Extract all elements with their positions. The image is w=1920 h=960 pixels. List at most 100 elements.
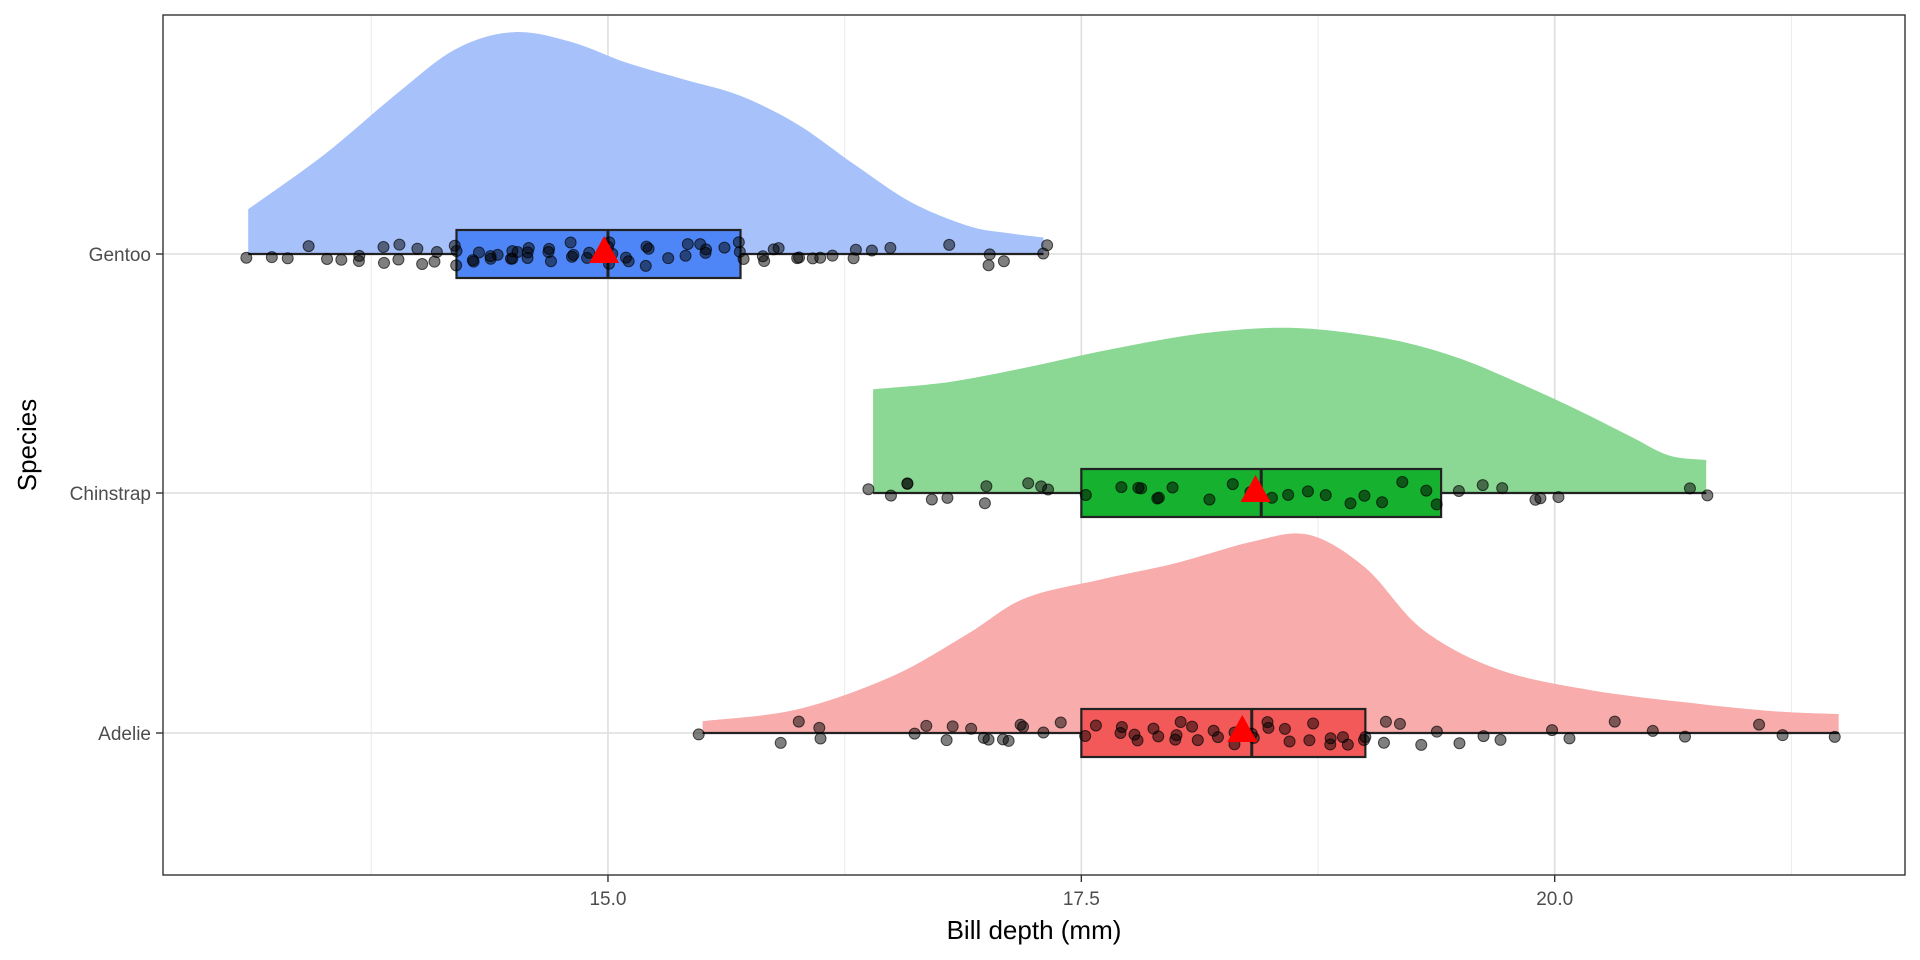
data-point <box>1430 725 1443 738</box>
data-point <box>1147 722 1160 735</box>
data-point <box>321 252 334 265</box>
data-point <box>393 238 406 251</box>
data-point <box>1344 497 1357 510</box>
data-point <box>1054 716 1067 729</box>
data-point <box>1207 724 1220 737</box>
data-point <box>884 241 897 254</box>
data-point <box>997 255 1010 268</box>
data-point <box>884 489 897 502</box>
panel-border <box>162 14 1906 876</box>
data-point <box>1022 477 1035 490</box>
data-point <box>692 728 705 741</box>
data-point <box>1379 715 1392 728</box>
data-point <box>791 252 804 265</box>
data-point <box>467 255 480 268</box>
data-point <box>522 242 535 255</box>
data-point <box>946 720 959 733</box>
data-point <box>1191 734 1204 747</box>
data-point <box>1377 736 1390 749</box>
data-point <box>756 250 769 263</box>
data-point <box>1546 724 1559 737</box>
data-point <box>511 246 524 259</box>
data-point <box>1563 732 1576 745</box>
data-point <box>814 732 827 745</box>
data-point <box>826 249 839 262</box>
data-point <box>281 252 294 265</box>
data-point <box>411 242 424 255</box>
data-point <box>1166 481 1179 494</box>
data-point <box>1324 732 1337 745</box>
data-point <box>1529 493 1542 506</box>
data-point <box>240 251 253 264</box>
data-point <box>1017 720 1030 733</box>
data-point <box>1307 717 1320 730</box>
data-point <box>977 731 990 744</box>
data-point <box>1476 479 1489 492</box>
data-point <box>377 241 390 254</box>
data-point <box>1420 484 1433 497</box>
group-chinstrap <box>862 327 1714 519</box>
data-point <box>1169 733 1182 746</box>
density-chinstrap <box>873 327 1707 493</box>
data-point <box>544 255 557 268</box>
data-point <box>862 483 875 496</box>
data-point <box>662 252 675 265</box>
data-point <box>1376 496 1389 509</box>
data-point <box>737 253 750 266</box>
data-point <box>1079 730 1092 743</box>
data-point <box>700 243 713 256</box>
data-point <box>1089 719 1102 732</box>
data-point <box>484 250 497 263</box>
data-point <box>1453 737 1466 750</box>
x-axis-title: Bill depth (mm) <box>947 915 1122 945</box>
y-tick-label: Gentoo <box>89 245 151 266</box>
data-point <box>1683 482 1696 495</box>
data-point <box>1646 724 1659 737</box>
data-point <box>1282 488 1295 501</box>
data-point <box>265 251 278 264</box>
data-point <box>378 256 391 269</box>
data-point <box>353 249 366 262</box>
data-point <box>865 244 878 257</box>
density-adelie <box>702 533 1839 733</box>
data-point <box>965 722 978 735</box>
data-point <box>392 253 405 266</box>
data-point <box>1319 489 1332 502</box>
data-point <box>718 241 731 254</box>
data-point <box>908 727 921 740</box>
y-axis-title: Species <box>12 399 42 492</box>
data-point <box>1430 498 1443 511</box>
data-point <box>943 238 956 251</box>
data-point <box>622 255 635 268</box>
data-point <box>1358 489 1371 502</box>
data-point <box>978 497 991 510</box>
data-point <box>1035 480 1048 493</box>
data-point <box>1301 485 1314 498</box>
data-point <box>1186 720 1199 733</box>
y-tick-label: Chinstrap <box>70 484 151 505</box>
group-gentoo <box>240 32 1054 280</box>
data-point <box>996 733 1009 746</box>
data-point <box>1608 715 1621 728</box>
data-point <box>925 493 938 506</box>
data-point <box>1079 488 1092 501</box>
data-point <box>1396 476 1409 489</box>
data-point <box>1132 481 1145 494</box>
data-point <box>1203 493 1216 506</box>
data-point <box>901 477 914 490</box>
data-point <box>450 245 463 258</box>
data-point <box>1776 729 1789 742</box>
data-point <box>1283 735 1296 748</box>
data-point <box>1393 717 1406 730</box>
data-point <box>1226 478 1239 491</box>
data-point <box>1336 731 1349 744</box>
data-point <box>1477 730 1490 743</box>
data-point <box>813 721 826 734</box>
data-point <box>792 715 805 728</box>
density-gentoo <box>248 32 1044 254</box>
data-point <box>681 238 694 251</box>
box-adelie <box>1080 707 1367 759</box>
chart-marks <box>240 32 1841 759</box>
x-tick-label: 17.5 <box>1063 889 1100 910</box>
